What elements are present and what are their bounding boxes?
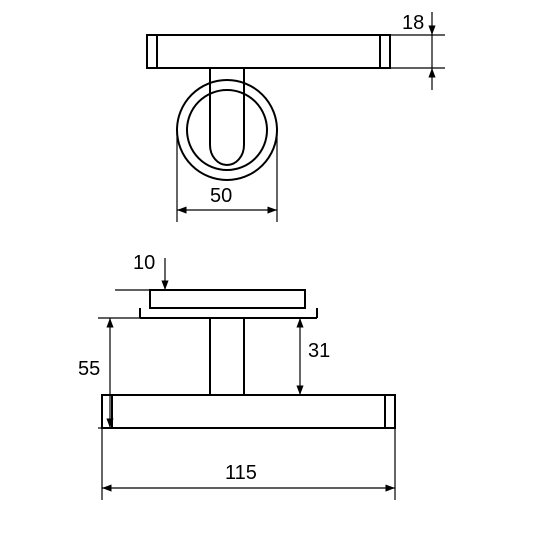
dim-18: 18 bbox=[402, 12, 424, 35]
dim-50: 50 bbox=[210, 185, 232, 208]
technical-drawing: 18 50 10 55 31 115 bbox=[0, 0, 551, 551]
dim-55-group bbox=[98, 318, 140, 428]
top-view bbox=[147, 35, 390, 180]
dim-31: 31 bbox=[308, 340, 330, 363]
dim-55: 55 bbox=[78, 358, 100, 381]
bottom-view bbox=[102, 290, 395, 428]
dim-115: 115 bbox=[225, 462, 257, 485]
dim-10: 10 bbox=[133, 252, 155, 275]
drawing-svg bbox=[0, 0, 551, 551]
dim-50-group bbox=[177, 130, 277, 222]
